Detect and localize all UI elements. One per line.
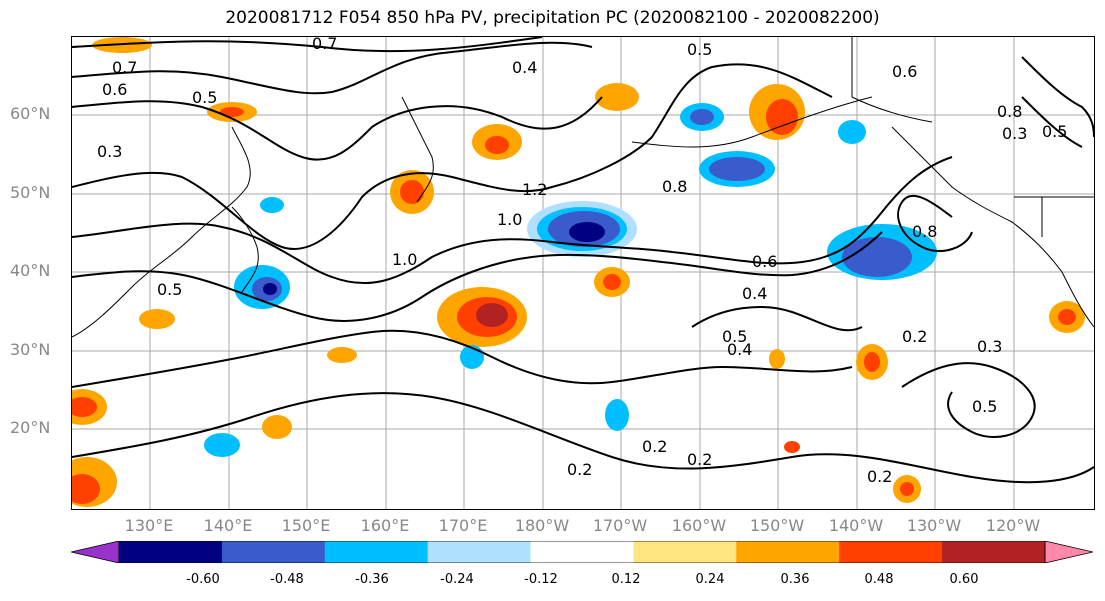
map-svg: 0.7 0.5 0.6 0.7 0.4 0.5 0.8 0.3 1.2 1.0 … [72, 37, 1094, 509]
colorbar-segment [119, 541, 223, 563]
lon-label: 170°W [592, 516, 648, 535]
lat-label: 30°N [10, 340, 51, 359]
contour-label: 0.4 [742, 284, 767, 303]
contour-label: 0.3 [1002, 124, 1027, 143]
colorbar-tick: 0.60 [949, 572, 979, 587]
colorbar-tick: -0.60 [186, 572, 220, 587]
contour-label: 0.8 [662, 177, 687, 196]
contour-label: 0.5 [687, 40, 712, 59]
lon-label: 150°E [281, 516, 331, 535]
colorbar [70, 540, 1094, 564]
colorbar-segment [633, 541, 737, 563]
contour-label: 0.7 [312, 37, 337, 53]
contour-label: 1.0 [497, 210, 522, 229]
colorbar-segment [221, 541, 326, 563]
contour-label: 0.6 [752, 252, 777, 271]
contour-label: 0.3 [97, 142, 122, 161]
contour-label: 0.4 [512, 58, 537, 77]
contour-label: 0.7 [112, 58, 137, 77]
contour-labels: 0.7 0.5 0.6 0.7 0.4 0.5 0.8 0.3 1.2 1.0 … [97, 37, 1067, 486]
contour-label: 0.6 [892, 62, 917, 81]
contour-label: 0.5 [1042, 122, 1067, 141]
contour-label: 0.2 [687, 450, 712, 469]
contour-label: 0.2 [642, 437, 667, 456]
colorbar-tick: -0.36 [355, 572, 389, 587]
lon-label: 130°E [124, 516, 174, 535]
lon-label: 160°W [671, 516, 727, 535]
colorbar-tick: -0.12 [524, 572, 558, 587]
colorbar-segment [736, 541, 840, 563]
contour-label: 0.5 [722, 327, 747, 346]
lat-label: 60°N [10, 104, 51, 123]
colorbar-tick: 0.12 [611, 572, 641, 587]
lat-label: 40°N [10, 261, 51, 280]
contour-label: 1.0 [392, 250, 417, 269]
lon-label: 140°W [828, 516, 884, 535]
colorbar-tick: 0.48 [864, 572, 894, 587]
contour-label: 0.2 [567, 460, 592, 479]
pv-contours [72, 37, 1094, 484]
contour-label: 0.5 [192, 88, 217, 107]
coastlines [72, 37, 1094, 338]
lat-label: 20°N [10, 418, 51, 437]
contour-label: 1.2 [522, 180, 547, 199]
precip-shading [72, 37, 1085, 507]
lat-label: 50°N [10, 183, 51, 202]
lon-label: 180°W [514, 516, 570, 535]
contour-label: 0.8 [997, 102, 1022, 121]
colorbar-tick: -0.48 [270, 572, 304, 587]
contour-label: 0.5 [972, 397, 997, 416]
colorbar-svg [70, 540, 1094, 564]
lon-label: 170°E [438, 516, 488, 535]
contour-label: 0.4 [727, 340, 752, 359]
lon-label: 150°W [749, 516, 805, 535]
colorbar-segment [324, 541, 429, 563]
colorbar-extend-low [70, 540, 120, 564]
colorbar-segment [427, 541, 532, 563]
contour-label: 0.2 [902, 327, 927, 346]
lon-label: 140°E [203, 516, 253, 535]
colorbar-segment [839, 541, 943, 563]
colorbar-tick: 0.36 [780, 572, 810, 587]
colorbar-segment [530, 541, 634, 563]
map-title: 2020081712 F054 850 hPa PV, precipitatio… [225, 8, 880, 28]
colorbar-segment [942, 541, 1046, 563]
lon-label: 160°E [360, 516, 410, 535]
map-panel: 0.7 0.5 0.6 0.7 0.4 0.5 0.8 0.3 1.2 1.0 … [71, 36, 1095, 510]
colorbar-tick: -0.24 [440, 572, 474, 587]
lon-label: 130°W [906, 516, 962, 535]
contour-label: 0.5 [157, 280, 182, 299]
contour-label: 0.8 [912, 222, 937, 241]
lon-label: 120°W [985, 516, 1041, 535]
colorbar-extend-high [1044, 540, 1094, 564]
colorbar-tick: 0.24 [695, 572, 725, 587]
contour-label: 0.2 [867, 467, 892, 486]
contour-label: 0.6 [102, 80, 127, 99]
contour-label: 0.3 [977, 337, 1002, 356]
